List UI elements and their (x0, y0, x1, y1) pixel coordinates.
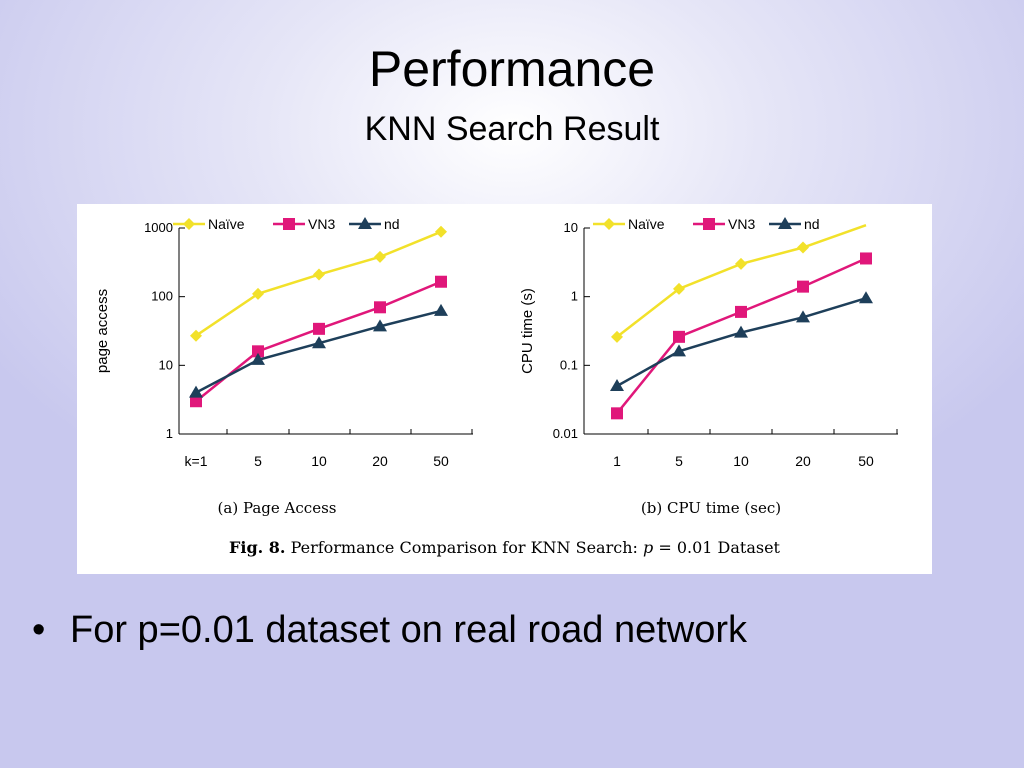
chart-1-series-2-point (672, 344, 686, 357)
chart-1-series-1-point (735, 305, 747, 318)
chart-1-y-tick-label: 0.01 (553, 426, 578, 441)
chart-1-x-tick-label: 10 (733, 453, 749, 469)
chart-1-legend-label-0: Naïve (628, 216, 665, 232)
chart-0-legend-label-0: Naïve (208, 216, 245, 232)
bullet-dot-icon: • (32, 609, 46, 651)
chart-0-series-2-point (251, 352, 265, 365)
chart-1-series-1-point (797, 280, 809, 293)
chart-0-x-tick-label: k=1 (185, 453, 208, 469)
chart-0-y-tick-label: 10 (159, 357, 173, 372)
chart-0-legend-marker-1 (283, 218, 295, 230)
chart-1-series-0-point (797, 241, 809, 254)
chart-1-legend-label-1: VN3 (728, 216, 755, 232)
chart-0-series-1-point (435, 275, 447, 288)
chart-0-series-1-point (374, 301, 386, 314)
chart-1-x-tick-label: 50 (858, 453, 874, 469)
chart-1-x-tick-label: 1 (613, 453, 621, 469)
chart-1-y-tick-label: 0.1 (560, 357, 578, 372)
chart-0-y-tick-label: 1 (166, 426, 173, 441)
slide-subtitle: KNN Search Result (364, 110, 660, 148)
figure-charts: 1 10 100 1000 k=1 5 10 20 50 page access Naïve VN3 n… (94, 216, 898, 517)
chart-1-series-1-point (860, 252, 872, 265)
caption-rest: = 0.01 Dataset (658, 538, 780, 557)
chart-1-title: (b) CPU time (sec) (641, 499, 781, 517)
chart-1-legend-marker-1 (703, 218, 715, 230)
figure-image: 1 10 100 1000 k=1 5 10 20 50 page access Naïve VN3 n… (77, 204, 932, 574)
chart-0-series-1-point (313, 322, 325, 335)
chart-1-legend-label-2: nd (804, 216, 820, 232)
chart-1-y-tick-label: 1 (571, 289, 578, 304)
chart-0-legend-label-2: nd (384, 216, 400, 232)
chart-1-y-axis-label: CPU time (s) (519, 288, 536, 374)
chart-1-series-0-point (611, 330, 623, 343)
bullet-item: • For p=0.01 dataset on real road network (32, 609, 748, 652)
chart-0-series-0-point (435, 225, 447, 238)
chart-1-y-tick-label: 10 (564, 220, 578, 235)
chart-0-series-1-point (252, 345, 264, 358)
figure-caption: Fig. 8. Performance Comparison for KNN S… (77, 538, 932, 557)
chart-1-series-0-point (673, 282, 685, 295)
chart-1-legend-marker-0 (603, 218, 615, 230)
chart-0-y-tick-label: 1000 (144, 220, 173, 235)
caption-variable: p (642, 538, 654, 557)
chart-0-y-tick-label: 100 (151, 289, 173, 304)
chart-0-series-0-point (313, 268, 325, 281)
caption-text: Performance Comparison for KNN Search: (290, 538, 638, 557)
slide-title: Performance (368, 41, 656, 97)
chart-1-x-tick-label: 20 (795, 453, 811, 469)
chart-1-series-2-point (859, 291, 873, 304)
chart-0-legend-marker-2 (358, 217, 372, 229)
chart-0-series-2-point (189, 385, 203, 398)
chart-0-title: (a) Page Access (218, 499, 337, 517)
chart-0-series-2-point (434, 303, 448, 316)
chart-1-series-2-point (796, 310, 810, 323)
chart-1-series-2-point (734, 325, 748, 338)
chart-1-series-1-point (673, 330, 685, 343)
chart-1-x-tick-label: 5 (675, 453, 683, 469)
chart-1-series-2-point (610, 379, 624, 392)
chart-0-series-0-point (190, 329, 202, 342)
chart-0-legend-label-1: VN3 (308, 216, 335, 232)
caption-label: Fig. 8. (229, 538, 286, 557)
chart-1-series-line-0 (616, 223, 867, 338)
chart-1-series-0-point (735, 257, 747, 270)
chart-0-legend-marker-0 (183, 218, 195, 230)
chart-0-x-tick-label: 20 (372, 453, 388, 469)
chart-0-x-tick-label: 5 (254, 453, 262, 469)
chart-1-series-1-point (611, 407, 623, 420)
chart-0-series-2-point (312, 336, 326, 349)
chart-0-series-0-point (252, 287, 264, 300)
chart-0-series-0-point (374, 250, 386, 263)
chart-1-legend-marker-2 (778, 217, 792, 229)
chart-0-series-2-point (373, 319, 387, 332)
chart-0-x-tick-label: 10 (311, 453, 327, 469)
bullet-text: For p=0.01 dataset on real road network (70, 609, 748, 651)
chart-0-y-axis-label: page access (94, 289, 111, 373)
chart-0-x-tick-label: 50 (433, 453, 449, 469)
chart-0-series-1-point (190, 395, 202, 408)
